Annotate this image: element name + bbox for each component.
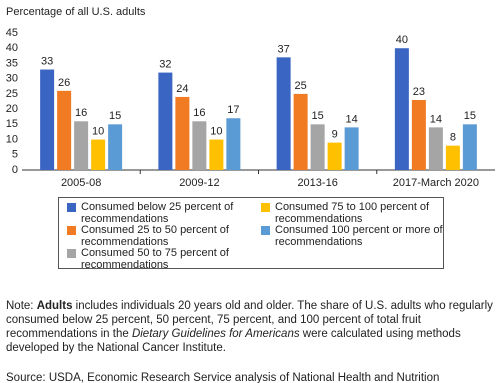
data-label: 10: [210, 125, 222, 137]
data-label: 14: [430, 113, 442, 125]
data-label: 25: [295, 80, 307, 92]
data-label: 15: [109, 110, 121, 122]
bar: [462, 124, 477, 170]
y-tick-label: 25: [6, 88, 18, 100]
note-italic: Dietary Guidelines for Americans: [131, 328, 300, 340]
data-label: 17: [227, 104, 239, 116]
data-label: 26: [58, 77, 70, 89]
bar: [74, 121, 89, 170]
note-end: were calculated using methods developed …: [6, 328, 461, 354]
legend-label: Consumed 100 percent or more of recommen…: [275, 224, 443, 248]
y-tick-label: 35: [6, 57, 18, 69]
bar: [226, 118, 241, 170]
legend-item: Consumed 75 to 100 percent of recommenda…: [261, 201, 450, 225]
y-tick-label: 5: [12, 149, 18, 161]
legend-item: Consumed 100 percent or more of recommen…: [261, 224, 450, 248]
data-label: 23: [413, 86, 425, 98]
note-middle: includes individuals 20 years old and ol…: [6, 300, 493, 340]
bar: [192, 121, 207, 170]
data-label: 15: [464, 110, 476, 122]
legend-label: Consumed 50 to 75 percent of recommendat…: [81, 247, 229, 271]
bar: [327, 142, 342, 170]
bar: [310, 124, 325, 170]
data-label: 9: [332, 129, 338, 141]
bar: [175, 96, 190, 170]
y-tick-label: 45: [6, 27, 18, 39]
data-label: 40: [396, 34, 408, 46]
note-lead: Note:: [6, 300, 37, 312]
legend-swatch: [67, 203, 76, 212]
data-label: 37: [278, 43, 290, 55]
bar: [344, 127, 359, 170]
y-axis-title: Percentage of all U.S. adults: [6, 6, 146, 18]
data-label: 33: [41, 55, 53, 67]
bar: [276, 57, 291, 170]
legend-label: Consumed below 25 percent of recommendat…: [81, 201, 234, 225]
y-tick-label: 30: [6, 73, 18, 85]
y-tick-label: 15: [6, 118, 18, 130]
bar: [428, 127, 443, 170]
chart: Percentage of all U.S. adults 0 5 10 15 20 25…: [6, 6, 495, 189]
bar: [209, 139, 224, 170]
bar: [445, 145, 460, 170]
bar: [394, 48, 409, 170]
note: Note: Adults includes individuals 20 yea…: [6, 299, 494, 355]
legend-label: Consumed 25 to 50 percent of recommendat…: [81, 224, 229, 248]
legend-swatch: [67, 249, 76, 258]
bar: [411, 99, 426, 170]
x-tick-label: 2013-16: [297, 177, 337, 189]
data-label: 16: [75, 107, 87, 119]
x-tick-label: 2017-March 2020: [393, 177, 479, 189]
bar: [91, 139, 106, 170]
y-tick-label: 40: [6, 42, 18, 54]
data-label: 32: [159, 58, 171, 70]
legend: Consumed below 25 percent of recommendat…: [58, 197, 444, 271]
data-label: 10: [92, 125, 104, 137]
bar: [158, 72, 173, 170]
bar: [57, 90, 72, 170]
legend-label: Consumed 75 to 100 percent of recommenda…: [275, 201, 430, 225]
data-label: 15: [312, 110, 324, 122]
legend-swatch: [261, 203, 270, 212]
x-tick-label: 2009-12: [179, 177, 219, 189]
data-label: 8: [450, 132, 456, 144]
y-tick-label: 0: [12, 164, 18, 176]
legend-item: Consumed 50 to 75 percent of recommendat…: [67, 247, 256, 271]
legend-swatch: [67, 226, 76, 235]
y-tick-label: 10: [6, 133, 18, 145]
bar: [293, 93, 308, 170]
note-bold: Adults: [36, 300, 73, 312]
data-label: 24: [176, 83, 188, 95]
bar: [108, 124, 123, 170]
y-tick-label: 20: [6, 103, 18, 115]
source: Source: USDA, Economic Research Service …: [6, 372, 440, 383]
x-tick-label: 2005-08: [61, 177, 101, 189]
data-label: 14: [346, 113, 358, 125]
legend-item: Consumed below 25 percent of recommendat…: [67, 201, 256, 225]
legend-swatch: [261, 226, 270, 235]
bar: [40, 69, 55, 170]
data-label: 16: [193, 107, 205, 119]
legend-item: Consumed 25 to 50 percent of recommendat…: [67, 224, 256, 248]
